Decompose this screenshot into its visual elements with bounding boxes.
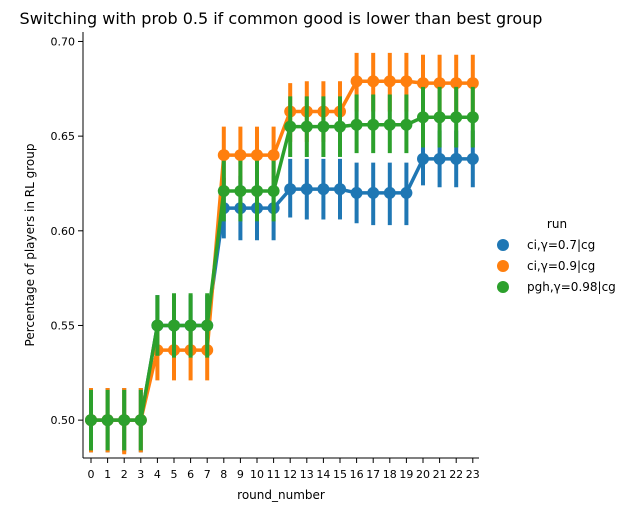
data-point (168, 319, 180, 331)
y-tick-label: 0.65 (51, 130, 76, 143)
data-point (434, 111, 446, 123)
x-tick-label: 6 (187, 468, 194, 481)
x-tick-label: 9 (237, 468, 244, 481)
x-tick-label: 13 (300, 468, 314, 481)
plot-area (85, 53, 479, 454)
data-point (317, 183, 329, 195)
legend-title: run (547, 217, 567, 231)
data-point (234, 185, 246, 197)
data-point (367, 187, 379, 199)
y-tick-label: 0.50 (51, 414, 76, 427)
x-tick-label: 16 (350, 468, 364, 481)
data-point (251, 185, 263, 197)
data-point (467, 111, 479, 123)
data-point (218, 185, 230, 197)
data-point (317, 121, 329, 133)
series-2 (85, 87, 479, 451)
legend: run ci,γ=0.7|cg ci,γ=0.9|cg pgh,γ=0.98|cg (497, 217, 616, 294)
x-tick-label: 11 (267, 468, 281, 481)
data-point (467, 153, 479, 165)
data-point (151, 319, 163, 331)
data-point (201, 319, 213, 331)
x-tick-label: 2 (121, 468, 128, 481)
x-tick-label: 4 (154, 468, 161, 481)
data-point (351, 75, 363, 87)
legend-label: pgh,γ=0.98|cg (527, 280, 616, 294)
x-tick-label: 1 (104, 468, 111, 481)
x-tick-label: 3 (137, 468, 144, 481)
data-point (118, 414, 130, 426)
y-tick-label: 0.55 (51, 319, 76, 332)
legend-label: ci,γ=0.9|cg (527, 259, 595, 273)
legend-marker (497, 239, 509, 251)
x-tick-label: 8 (220, 468, 227, 481)
data-point (85, 414, 97, 426)
data-point (334, 183, 346, 195)
data-point (450, 111, 462, 123)
data-point (251, 149, 263, 161)
data-point (135, 414, 147, 426)
y-tick-label: 0.60 (51, 225, 76, 238)
data-point (400, 75, 412, 87)
series-line (91, 117, 473, 420)
data-point (334, 121, 346, 133)
y-tick-label: 0.70 (51, 35, 76, 48)
data-point (400, 119, 412, 131)
y-axis-ticks: 0.50 0.55 0.60 0.65 0.70 (51, 35, 84, 427)
data-point (301, 121, 313, 133)
data-point (185, 319, 197, 331)
x-tick-label: 7 (204, 468, 211, 481)
data-point (434, 153, 446, 165)
data-point (351, 187, 363, 199)
x-tick-label: 22 (449, 468, 463, 481)
chart-title: Switching with prob 0.5 if common good i… (20, 9, 543, 28)
data-point (284, 121, 296, 133)
x-tick-label: 17 (366, 468, 380, 481)
x-axis-label: round_number (237, 488, 325, 502)
data-point (367, 75, 379, 87)
data-point (268, 149, 280, 161)
x-tick-label: 18 (383, 468, 397, 481)
data-point (417, 111, 429, 123)
data-point (102, 414, 114, 426)
legend-marker (497, 281, 509, 293)
x-tick-label: 5 (171, 468, 178, 481)
data-point (284, 183, 296, 195)
legend-label: ci,γ=0.7|cg (527, 238, 595, 252)
data-point (218, 149, 230, 161)
data-point (268, 185, 280, 197)
x-axis-ticks: 0 1 2 3 4 5 6 7 8 9 10 11 12 13 14 15 16 17 18 19 20 21 22 23 (88, 458, 480, 481)
data-point (367, 119, 379, 131)
data-point (351, 119, 363, 131)
x-tick-label: 23 (466, 468, 480, 481)
x-tick-label: 21 (433, 468, 447, 481)
x-tick-label: 19 (399, 468, 413, 481)
data-point (384, 119, 396, 131)
data-point (301, 183, 313, 195)
x-tick-label: 20 (416, 468, 430, 481)
data-point (400, 187, 412, 199)
x-tick-label: 12 (283, 468, 297, 481)
x-tick-label: 14 (316, 468, 330, 481)
data-point (450, 153, 462, 165)
data-point (384, 187, 396, 199)
x-tick-label: 10 (250, 468, 264, 481)
data-point (384, 75, 396, 87)
legend-marker (497, 260, 509, 272)
x-tick-label: 0 (88, 468, 95, 481)
x-tick-label: 15 (333, 468, 347, 481)
data-point (234, 149, 246, 161)
data-point (417, 153, 429, 165)
y-axis-label: Percentage of players in RL group (23, 144, 37, 347)
